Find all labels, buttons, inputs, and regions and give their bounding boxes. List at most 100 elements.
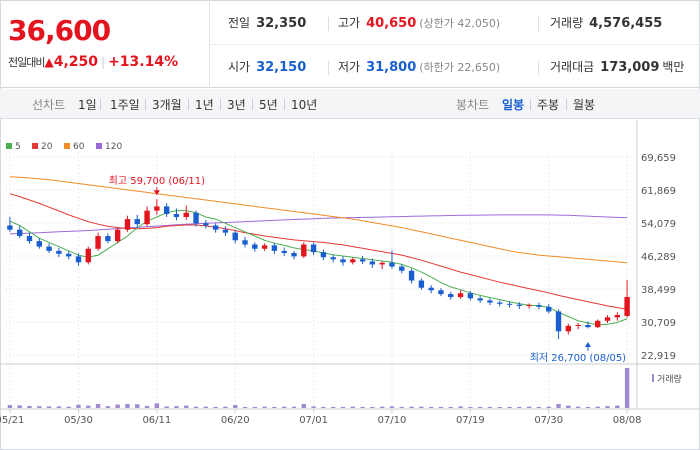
volume-bar — [17, 405, 22, 408]
candle-body — [75, 256, 82, 263]
volume-bar — [105, 406, 111, 408]
volume-bar — [262, 406, 267, 408]
price-summary: 36,600 전일대비▲4,250 | +13.14% 전일 32,350 고가 40,… — [0, 0, 700, 88]
candle-body — [114, 229, 121, 242]
volume-bar — [233, 405, 238, 408]
x-tick-label: 05/30 — [64, 415, 93, 426]
chart-grid — [0, 120, 700, 410]
volume-bar — [184, 405, 189, 408]
volume-bar — [477, 406, 483, 408]
volume-bar — [428, 406, 434, 408]
candle-body — [379, 262, 385, 265]
volume-bar — [321, 406, 326, 408]
toolbar-divider — [530, 99, 531, 110]
legend-label-120: 120 — [105, 142, 122, 152]
candle-body — [183, 212, 189, 217]
candle-body — [232, 232, 238, 241]
volume-bar — [507, 406, 512, 408]
volume-bar — [487, 406, 493, 408]
candle-body — [604, 317, 611, 321]
volume-bar — [438, 406, 444, 408]
candle-body — [467, 293, 474, 299]
volume-bar — [517, 406, 522, 408]
candle-body — [310, 244, 317, 253]
tab-1-day[interactable]: 1일 — [78, 98, 97, 112]
x-tick-label: 07/10 — [378, 415, 407, 426]
tab-1-week[interactable]: 1주일 — [110, 98, 140, 112]
volume-bar — [536, 406, 542, 408]
volume-bar — [615, 405, 620, 408]
tab-daily[interactable]: 일봉 — [502, 98, 525, 112]
min-arrow-icon — [584, 341, 591, 347]
x-tick-label: 07/01 — [299, 415, 328, 426]
candle-body — [389, 262, 395, 267]
tab-weekly[interactable]: 주봉 — [537, 98, 560, 112]
volume-bar — [330, 406, 336, 408]
volume-bar — [282, 406, 287, 408]
candle-body — [408, 270, 415, 281]
candle-body — [369, 261, 376, 265]
up-arrow-icon: ▲ — [44, 55, 54, 69]
open-price: 시가 32,150 — [228, 58, 306, 78]
volume-panel: 거래량 — [7, 368, 682, 408]
x-tick-label: 08/08 — [613, 415, 642, 426]
current-price-box: 36,600 전일대비▲4,250 | +13.14% — [0, 0, 210, 88]
volume-bar — [95, 404, 101, 408]
volume-value: 4,576,455 — [589, 16, 663, 31]
candle-body — [95, 236, 101, 249]
low-label: 저가 — [338, 60, 361, 74]
candle-body — [124, 219, 131, 230]
volume-label: 거래량 — [550, 16, 584, 30]
candle-body — [457, 293, 464, 298]
x-tick-label: 07/30 — [534, 415, 563, 426]
ma120-line — [9, 214, 628, 235]
candle-body — [428, 287, 434, 291]
volume-bar — [37, 406, 42, 408]
volume-legend-label: 거래량 — [657, 373, 682, 385]
current-price: 36,600 — [8, 14, 111, 47]
volume-bar — [174, 406, 179, 408]
volume-bar — [468, 406, 473, 408]
tab-3-years[interactable]: 3년 — [227, 98, 246, 112]
volume-bar — [575, 406, 581, 408]
candle-body — [65, 253, 72, 257]
candle-body — [487, 300, 493, 303]
candle-body — [506, 303, 513, 305]
volume-bar — [301, 404, 307, 408]
candle-body — [261, 245, 268, 249]
volume-bar — [497, 406, 502, 408]
toolbar-divider — [100, 99, 101, 110]
volume-bar — [340, 406, 346, 408]
y-tick-label: 30,709 — [641, 318, 676, 329]
line-chart-label[interactable]: 선차트 — [32, 98, 66, 112]
volume-bar — [164, 406, 169, 408]
toolbar-divider — [145, 99, 146, 110]
volume-bar — [605, 406, 610, 408]
volume-bar — [526, 406, 532, 408]
volume-bar — [399, 406, 404, 408]
volume-bar — [56, 406, 62, 408]
tab-1-year[interactable]: 1년 — [195, 98, 214, 112]
volume-bar — [203, 406, 209, 408]
volume-bar — [409, 406, 414, 408]
chart-legend: 5 20 60 120 — [6, 142, 122, 152]
lower-limit-note: (하한가 22,650) — [419, 61, 501, 74]
candle-body — [173, 214, 180, 217]
volume-bar — [76, 404, 81, 408]
tab-monthly[interactable]: 월봉 — [573, 98, 596, 112]
candle-body — [320, 252, 327, 258]
high-value: 40,650 — [366, 16, 417, 31]
high-label: 고가 — [338, 16, 361, 30]
candle-body — [291, 252, 297, 257]
volume-bar — [144, 405, 150, 408]
moving-average-lines — [9, 176, 628, 326]
volume-bar — [556, 404, 561, 408]
toolbar-divider — [566, 99, 567, 110]
tab-5-years[interactable]: 5년 — [259, 98, 278, 112]
y-tick-label: 46,289 — [641, 252, 676, 263]
prev-close-label: 전일 — [228, 16, 251, 30]
tab-3-months[interactable]: 3개월 — [152, 98, 182, 112]
tab-10-years[interactable]: 10년 — [291, 98, 318, 112]
candle-chart-label[interactable]: 봉차트 — [456, 98, 490, 112]
candle-body — [340, 259, 346, 263]
